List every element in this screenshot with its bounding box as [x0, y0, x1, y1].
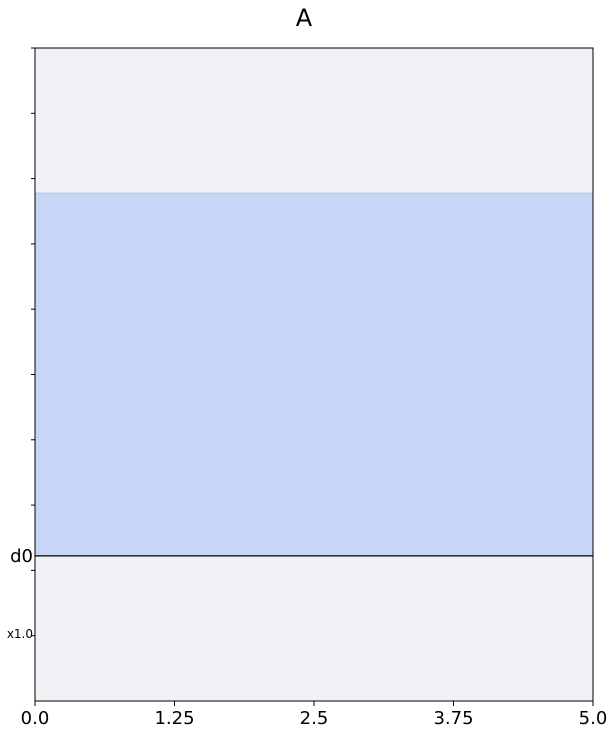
x-tick-label: 3.75 — [433, 708, 473, 729]
x-axis-ticks: 0.0 1.25 2.5 3.75 5.0 — [21, 701, 608, 729]
x-tick-label: 0.0 — [21, 708, 50, 729]
x-tick-label: 2.5 — [300, 708, 329, 729]
scale-label: x1.0 — [7, 627, 33, 641]
x-tick-label: 1.25 — [154, 708, 194, 729]
x-tick-label: 5.0 — [579, 708, 608, 729]
category-label: d0 — [10, 546, 33, 567]
chart-title: A — [296, 4, 313, 32]
bar-d0 — [34, 192, 594, 557]
bars-layer — [34, 192, 594, 557]
y-axis-ticks — [31, 47, 35, 637]
